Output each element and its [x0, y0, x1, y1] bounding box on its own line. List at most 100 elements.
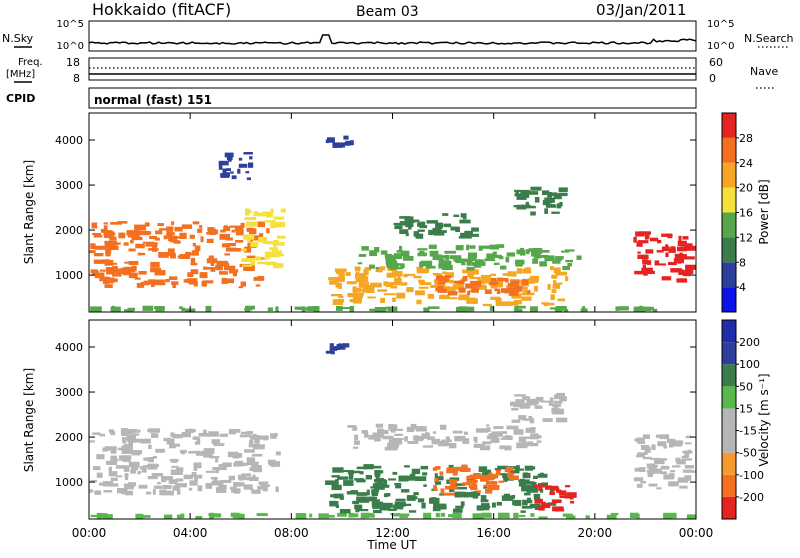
heatmap-cell [522, 472, 531, 479]
heatmap-cell [233, 482, 242, 487]
heatmap-cell [348, 474, 354, 480]
heatmap-cell [243, 484, 253, 490]
colorbar-segment [722, 386, 736, 409]
heatmap-cell [142, 241, 155, 244]
heatmap-cell [134, 224, 146, 231]
heatmap-cell [208, 431, 219, 437]
heatmap-cell [538, 507, 545, 511]
heatmap-cell [422, 445, 433, 448]
heatmap-cell [518, 287, 528, 290]
heatmap-cell [459, 294, 470, 298]
heatmap-cell [189, 279, 197, 285]
heatmap-cell [405, 232, 409, 237]
heatmap-cell [331, 484, 342, 491]
heatmap-cell [213, 443, 225, 447]
heatmap-cell [553, 267, 561, 274]
heatmap-cell [413, 275, 422, 279]
heatmap-cell [640, 481, 646, 484]
heatmap-cell [326, 514, 335, 518]
heatmap-cell [455, 505, 464, 509]
colorbar-tick-label: 8 [739, 256, 746, 269]
heatmap-cell [645, 249, 654, 254]
colorbar-segment [722, 430, 736, 453]
heatmap-cell [513, 286, 523, 292]
heatmap-cell [357, 262, 363, 265]
heatmap-cell [163, 252, 176, 257]
heatmap-cell [409, 510, 417, 513]
heatmap-cell [399, 245, 403, 252]
heatmap-cell [353, 298, 362, 304]
heatmap-cell [517, 302, 522, 305]
heatmap-cell [463, 306, 475, 312]
heatmap-cell [523, 267, 531, 273]
heatmap-cell [480, 476, 484, 482]
heatmap-cell [352, 426, 358, 431]
heatmap-cell [636, 513, 640, 519]
heatmap-cell [206, 258, 218, 264]
heatmap-cell [484, 258, 496, 262]
heatmap-cell [399, 514, 408, 518]
heatmap-cell [246, 177, 251, 181]
heatmap-cell [180, 513, 185, 519]
heatmap-cell [422, 472, 428, 476]
heatmap-cell [494, 281, 504, 284]
heatmap-cell [449, 255, 462, 260]
heatmap-cell [639, 231, 651, 235]
heatmap-cell [396, 250, 403, 253]
heatmap-cell [362, 287, 368, 293]
heatmap-cell [132, 230, 140, 235]
heatmap-cell [89, 250, 96, 254]
heatmap-cell [414, 476, 427, 481]
colorbar-tick-label: -50 [739, 447, 757, 460]
heatmap-cell [510, 280, 520, 286]
heatmap-cell [488, 282, 496, 286]
heatmap-cell [92, 233, 101, 235]
heatmap-cell [661, 246, 670, 252]
heatmap-cell [235, 463, 248, 466]
heatmap-cell [445, 255, 450, 261]
heatmap-cell [117, 221, 128, 224]
heatmap-cell [231, 175, 237, 180]
heatmap-cell [445, 277, 450, 283]
heatmap-cell [394, 278, 402, 284]
heatmap-cell [94, 490, 101, 495]
heatmap-cell [159, 489, 167, 496]
heatmap-cell [420, 436, 425, 440]
heatmap-cell [386, 258, 396, 265]
heatmap-cell [366, 287, 375, 293]
colorbar-frame [721, 319, 737, 520]
heatmap-cell [534, 405, 543, 409]
heatmap-cell [445, 436, 450, 440]
heatmap-cell [493, 262, 500, 265]
heatmap-cell [392, 513, 401, 517]
heatmap-cell [112, 268, 124, 273]
heatmap-cell [248, 162, 254, 168]
heatmap-cell [488, 433, 492, 436]
heatmap-cell [386, 272, 397, 278]
heatmap-cell [274, 250, 282, 254]
heatmap-cell [541, 302, 549, 305]
heatmap-cell [662, 233, 673, 237]
velocity-colorbar: 200 100 50 15 -15 -50 -100 -200 [721, 319, 764, 520]
heatmap-cell [450, 477, 458, 481]
heatmap-cell [103, 222, 108, 225]
heatmap-cell [466, 266, 475, 271]
heatmap-cell [338, 295, 344, 299]
heatmap-cell [181, 307, 186, 312]
heatmap-cell [681, 458, 692, 461]
heatmap-cell [446, 272, 454, 278]
heatmap-cell [241, 264, 253, 267]
x-axis-label: Time UT [366, 538, 417, 552]
heatmap-cell [166, 226, 174, 232]
heatmap-cell [92, 432, 101, 435]
heatmap-cell [384, 446, 397, 451]
heatmap-cell [96, 472, 103, 478]
heatmap-cell [231, 229, 236, 233]
heatmap-cell [209, 455, 220, 459]
heatmap-cell [211, 514, 221, 517]
heatmap-cell [371, 501, 383, 507]
heatmap-cell [361, 430, 368, 434]
heatmap-cell [652, 308, 658, 312]
heatmap-cell [521, 488, 533, 492]
heatmap-cell [450, 226, 459, 231]
